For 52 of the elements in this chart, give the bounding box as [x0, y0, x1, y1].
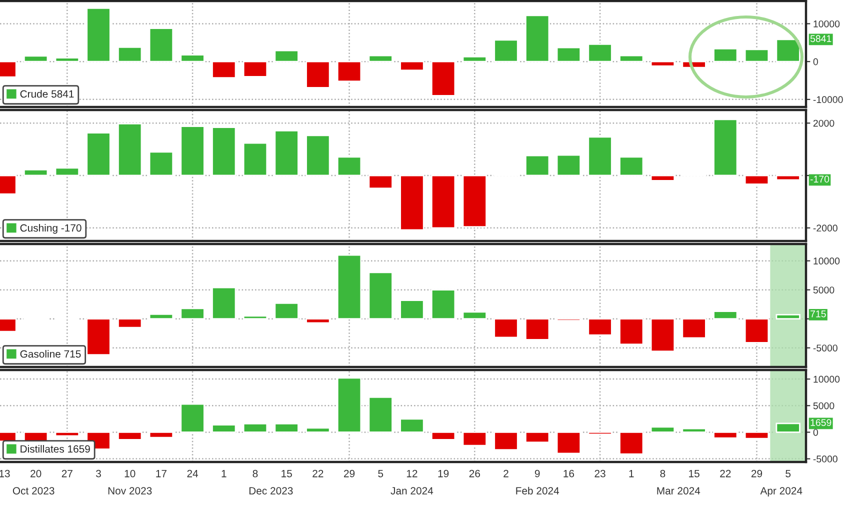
x-tick-label: 8 [660, 470, 666, 478]
y-tick-label: 0 [813, 428, 818, 436]
y-tick-label: -10000 [813, 96, 843, 104]
y-tick-label: -5000 [813, 344, 838, 352]
x-tick-label: 24 [187, 470, 198, 478]
legend-label: Cushing -170 [20, 224, 82, 234]
x-tick-label: 5 [786, 470, 791, 478]
text: Oct 2023 [12, 487, 54, 494]
text: Nov 2023 [108, 487, 152, 494]
x-tick-label: 22 [720, 470, 731, 478]
x-tick-label: 26 [469, 470, 480, 478]
x-tick-label: 2 [504, 470, 508, 478]
series-label: Distillates 1659 [20, 445, 90, 453]
x-tick-label: 1 [629, 470, 634, 478]
x-tick-label: 20 [30, 470, 42, 478]
x-tick-label: 3 [96, 470, 101, 478]
x-tick-label: 5 [378, 470, 384, 478]
text: Feb 2024 [516, 486, 560, 494]
x-tick-label: 10 [124, 470, 136, 478]
x-tick-label: 19 [438, 470, 449, 478]
y-tick-label: 10000 [814, 258, 840, 264]
text: Apr 2024 [760, 487, 802, 497]
text: Dec 2023 [249, 487, 293, 494]
x-tick-label: 23 [594, 470, 606, 478]
y-tick-label: 2000 [813, 120, 834, 127]
text: Mar 2024 [657, 487, 700, 494]
legend-label: Crude 5841 [20, 90, 74, 98]
x-tick-label: 15 [689, 470, 700, 478]
x-tick-label: 8 [252, 470, 258, 478]
x-tick-label: 12 [406, 470, 418, 478]
x-tick-label: 9 [534, 470, 540, 478]
x-tick-label: 1 [222, 470, 226, 478]
y-tick-label: 10000 [814, 376, 840, 383]
x-tick-label: 27 [62, 470, 72, 478]
annotation: 5841 [810, 35, 832, 42]
y-tick-label: -5000 [813, 456, 838, 462]
annotation: 715 [810, 310, 826, 318]
text: Jan 2024 [390, 487, 434, 494]
annotation: -170 [810, 176, 830, 183]
x-tick-label: 29 [751, 470, 762, 478]
x-tick-label: 22 [312, 470, 324, 478]
x-tick-label: 17 [156, 470, 166, 478]
y-tick-label: 10000 [814, 20, 840, 28]
y-tick-label: 0 [813, 58, 818, 66]
y-tick-label: 5000 [813, 286, 834, 294]
annotation: 1659 [810, 419, 832, 426]
legend-label: Gasoline 715 [20, 350, 81, 358]
x-tick-label: 15 [282, 470, 292, 478]
y-tick-label: -2000 [813, 224, 838, 232]
x-tick-label: 29 [344, 470, 355, 478]
x-tick-label: 16 [564, 470, 574, 478]
y-tick-label: 5000 [813, 402, 834, 410]
